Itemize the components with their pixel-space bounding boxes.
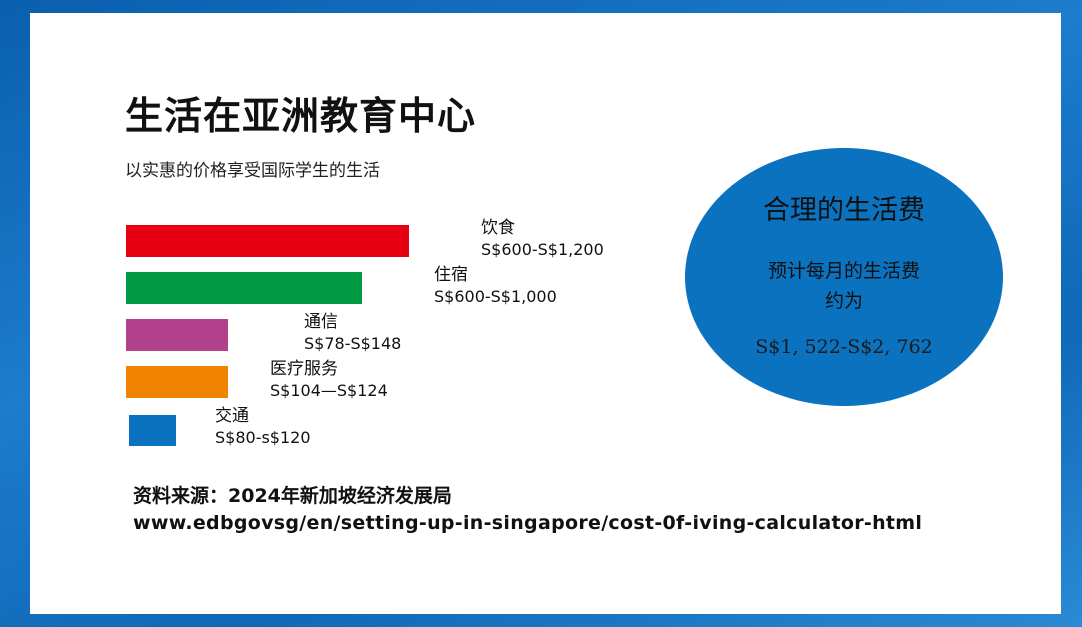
page-title: 生活在亚洲教育中心 bbox=[125, 94, 477, 138]
summary-description-line2: 约为 bbox=[824, 290, 863, 312]
summary-range: S$1, 522-S$2, 762 bbox=[755, 336, 933, 358]
bar-value-3: S$78-S$148 bbox=[304, 334, 402, 353]
bar-4 bbox=[126, 366, 228, 398]
bar-2 bbox=[126, 272, 362, 304]
bar-label-4: 医疗服务 S$104—S$124 bbox=[270, 358, 388, 402]
source-url: www.edbgovsg/en/setting-up-in-singapore/… bbox=[133, 512, 923, 534]
bar-5 bbox=[129, 415, 176, 446]
bar-value-4: S$104—S$124 bbox=[270, 381, 388, 400]
source-note: 资料来源：2024年新加坡经济发展局 www.edbgovsg/en/setti… bbox=[133, 483, 922, 537]
infographic-card: 生活在亚洲教育中心 以实惠的价格享受国际学生的生活 饮食 S$600-S$1,20… bbox=[30, 13, 1061, 614]
bar-label-3: 通信 S$78-S$148 bbox=[304, 311, 401, 355]
bar-label-1: 饮食 S$600-S$1,200 bbox=[481, 217, 604, 261]
bar-value-1: S$600-S$1,200 bbox=[481, 240, 604, 259]
bar-category-2: 住宿 bbox=[434, 265, 468, 285]
summary-ellipse: 合理的生活费 预计每月的生活费 约为 S$1, 522-S$2, 762 bbox=[685, 148, 1003, 406]
summary-description: 预计每月的生活费 约为 bbox=[685, 256, 1003, 316]
bar-category-5: 交通 bbox=[215, 406, 249, 426]
source-line: 资料来源：2024年新加坡经济发展局 bbox=[133, 485, 452, 507]
summary-description-line1: 预计每月的生活费 bbox=[767, 260, 920, 282]
bar-value-5: S$80-s$120 bbox=[215, 428, 311, 447]
bar-1 bbox=[126, 225, 409, 257]
cost-bar-chart: 饮食 S$600-S$1,200 住宿 S$600-S$1,000 通信 S$78-S$1… bbox=[30, 13, 1061, 614]
bar-3 bbox=[126, 319, 228, 351]
bar-label-2: 住宿 S$600-S$1,000 bbox=[434, 264, 557, 308]
bar-category-1: 饮食 bbox=[481, 218, 515, 238]
page-subtitle: 以实惠的价格享受国际学生的生活 bbox=[125, 161, 380, 181]
bar-label-5: 交通 S$80-s$120 bbox=[215, 405, 311, 449]
summary-title: 合理的生活费 bbox=[763, 195, 925, 226]
bar-category-4: 医疗服务 bbox=[270, 359, 338, 379]
bar-category-3: 通信 bbox=[304, 312, 338, 332]
bar-value-2: S$600-S$1,000 bbox=[434, 287, 557, 306]
